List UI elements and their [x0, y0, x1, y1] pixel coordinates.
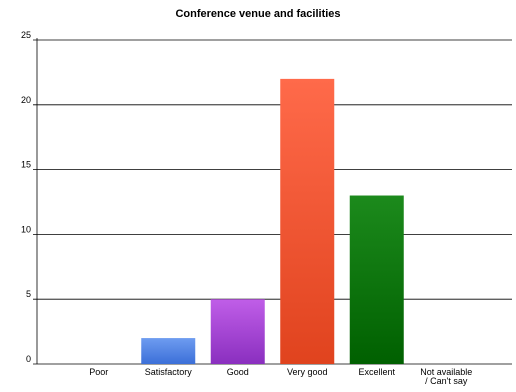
- y-tick-label: 10: [21, 224, 31, 234]
- x-tick-label: Poor: [89, 367, 108, 377]
- y-tick-label: 5: [26, 289, 31, 299]
- x-tick-label: Excellent: [358, 367, 395, 377]
- y-tick-label: 0: [26, 354, 31, 364]
- bar-1: [141, 338, 196, 364]
- x-tick-label: / Can't say: [425, 376, 468, 386]
- bar-4: [349, 195, 404, 364]
- x-tick-label: Good: [227, 367, 249, 377]
- y-tick-label: 15: [21, 160, 31, 170]
- bar-2: [210, 299, 265, 364]
- x-tick-label: Not available: [420, 367, 472, 377]
- grid-lines: [33, 39, 512, 365]
- bars: [141, 78, 404, 364]
- labels: 0 5 10 15 20 25 Poor Satisfactory Good Very good E…: [21, 30, 472, 386]
- y-tick-label: 25: [21, 30, 31, 40]
- y-tick-label: 20: [21, 95, 31, 105]
- x-tick-label: Satisfactory: [145, 367, 193, 377]
- chart-title: Conference venue and facilities: [175, 8, 341, 20]
- x-tick-label: Very good: [287, 367, 328, 377]
- bar-3: [280, 78, 335, 364]
